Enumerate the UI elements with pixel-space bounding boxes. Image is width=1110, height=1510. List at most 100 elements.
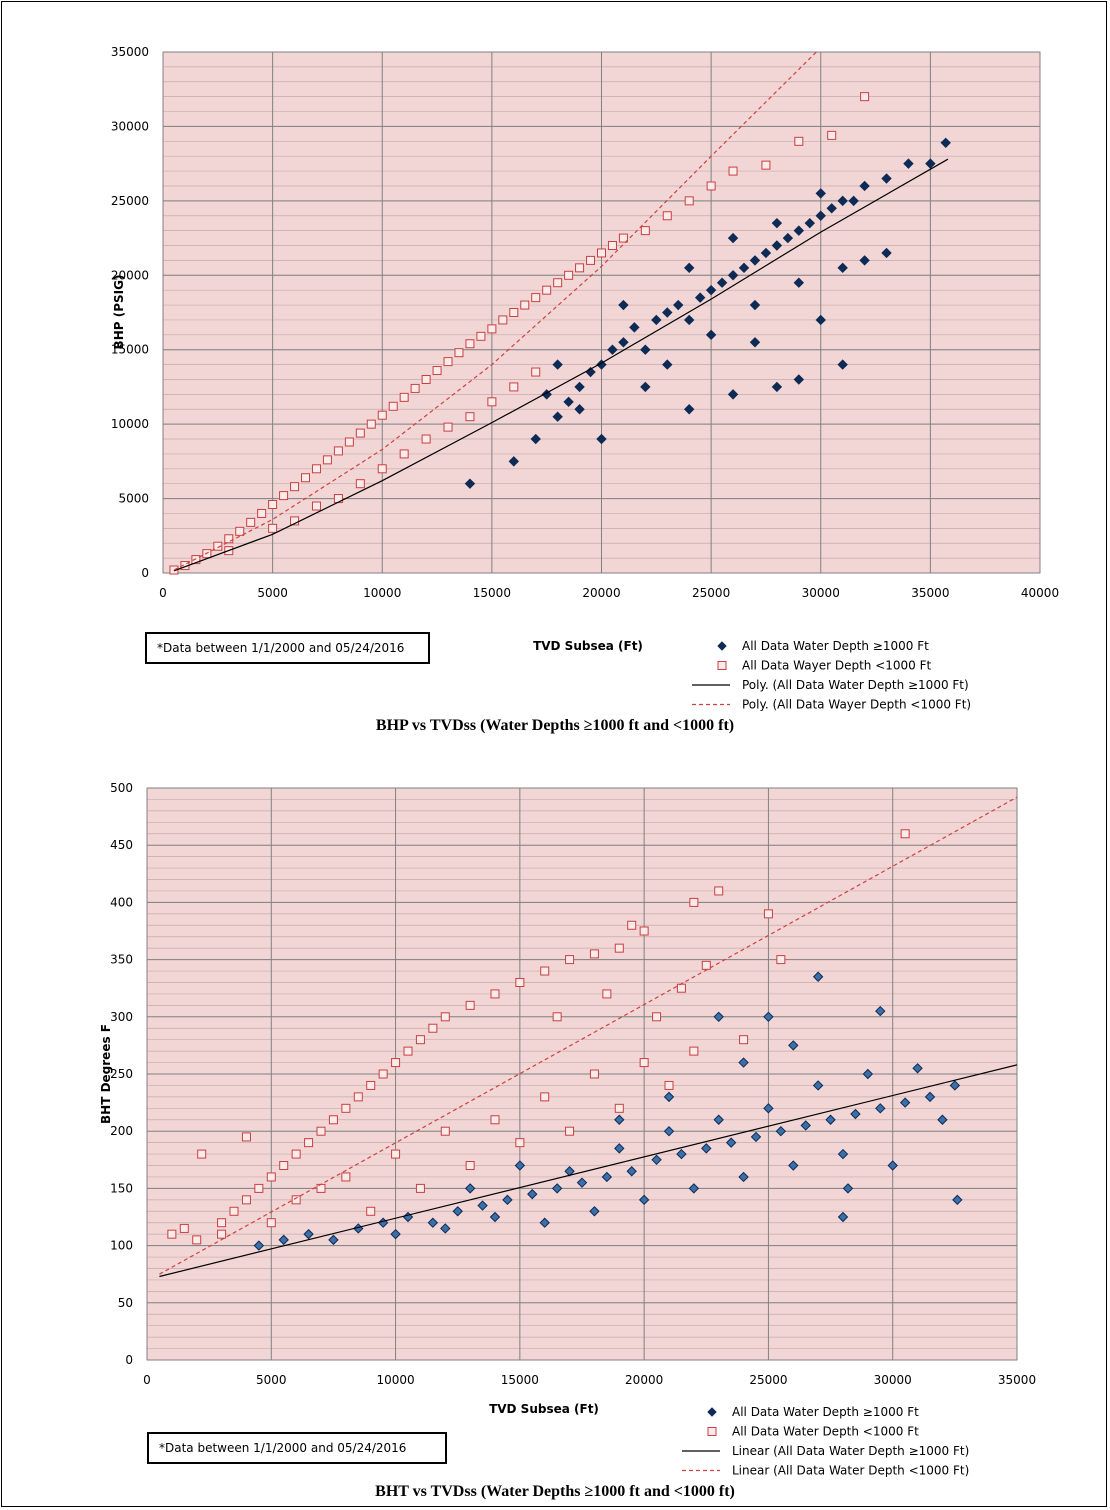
data-point-shallow-bhp (432, 366, 442, 376)
data-point-deep-bhp (618, 299, 629, 311)
data-point-deep-bhp (727, 389, 739, 400)
data-point-shallow-bhp (268, 500, 278, 510)
data-point-deep-bht (788, 1040, 799, 1051)
y-tick-label-bht: 500 (110, 781, 133, 795)
data-point-shallow-bht (565, 955, 575, 965)
data-point-shallow-bht (689, 897, 699, 907)
data-point-shallow-bht (279, 1161, 289, 1171)
data-point-deep-bhp (793, 374, 805, 385)
data-point-shallow-bhp (311, 501, 321, 511)
data-point-deep-bht (750, 1131, 762, 1143)
data-point-deep-bhp (618, 337, 629, 348)
data-point-deep-bht (614, 1114, 625, 1125)
legend-label-bht: Linear (All Data Water Depth <1000 Ft) (732, 1464, 969, 1478)
data-point-deep-bht (489, 1211, 501, 1223)
data-point-shallow-bhp (235, 526, 245, 536)
data-point-deep-bhp (940, 137, 951, 149)
chart-title-bhp: BHP vs TVDss (Water Depths ≥1000 ft and … (375, 717, 735, 734)
data-point-deep-bhp (683, 314, 695, 326)
data-point-deep-bhp (771, 381, 783, 393)
data-point-shallow-bht (614, 1103, 624, 1113)
data-point-shallow-bhp (618, 233, 628, 243)
trendline-deep-bht (159, 1064, 1018, 1278)
data-point-shallow-bhp (290, 516, 300, 526)
data-point-deep-bht (502, 1194, 513, 1206)
data-point-shallow-bhp (487, 397, 497, 407)
data-point-shallow-bht (540, 1092, 550, 1102)
data-point-deep-bht (899, 1097, 911, 1108)
data-point-shallow-bht (179, 1223, 189, 1233)
data-point-shallow-bhp (586, 255, 596, 265)
data-point-deep-bht (701, 1143, 712, 1154)
data-point-shallow-bht (614, 943, 624, 953)
legend-label-bht: Linear (All Data Water Depth ≥1000 Ft) (732, 1444, 969, 1458)
data-point-deep-bhp (727, 270, 739, 281)
data-point-deep-bht (949, 1080, 961, 1091)
data-point-deep-bhp (683, 262, 695, 274)
data-point-shallow-bhp (564, 270, 574, 280)
data-point-deep-bht (738, 1057, 749, 1068)
data-point-deep-bht (788, 1160, 799, 1171)
y-tick-label-bhp: 35000 (111, 45, 149, 59)
data-point-deep-bhp (848, 195, 859, 207)
data-point-deep-bhp (881, 173, 892, 184)
data-point-deep-bht (576, 1177, 588, 1188)
data-point-deep-bht (825, 1114, 836, 1125)
data-point-deep-bhp (574, 404, 585, 415)
trendline-shallow-bhp (173, 51, 817, 571)
data-point-shallow-bht (589, 1069, 599, 1079)
data-point-shallow-bht (490, 989, 500, 999)
data-point-shallow-bht (266, 1218, 276, 1228)
data-point-shallow-bhp (333, 446, 343, 456)
data-point-shallow-bht (602, 989, 612, 999)
data-point-deep-bhp (837, 195, 848, 207)
data-point-deep-bht (390, 1228, 401, 1240)
x-tick-label-bhp: 5000 (257, 586, 288, 600)
data-point-shallow-bht (266, 1172, 276, 1182)
data-point-shallow-bhp (761, 160, 771, 170)
data-point-shallow-bht (197, 1149, 207, 1159)
trendline-shallow-bht (159, 796, 1018, 1275)
x-tick-label-bht: 25000 (749, 1373, 787, 1387)
data-point-shallow-bht (167, 1229, 177, 1239)
data-point-shallow-bhp (399, 392, 409, 402)
data-point-shallow-bhp (377, 464, 387, 474)
y-tick-label-bhp: 5000 (118, 492, 149, 506)
legend-swatch-shallow-bht (707, 1427, 717, 1436)
y-tick-label-bht: 350 (110, 953, 133, 967)
y-tick-label-bht: 50 (118, 1296, 133, 1310)
y-tick-label-bht: 150 (110, 1181, 133, 1195)
data-point-shallow-bht (366, 1080, 376, 1090)
legend-label-bht: All Data Water Depth ≥1000 Ft (732, 1405, 919, 1419)
data-point-deep-bht (663, 1125, 675, 1137)
data-point-shallow-bhp (311, 464, 321, 474)
data-point-deep-bhp (903, 158, 914, 169)
legend-swatch-deep-bhp (717, 641, 727, 651)
data-point-shallow-bhp (399, 449, 409, 459)
data-point-deep-bhp (815, 188, 826, 199)
data-point-shallow-bht (552, 1012, 562, 1022)
y-tick-label-bhp: 0 (141, 566, 149, 580)
x-axis-title-bht: TVD Subsea (Ft) (489, 1402, 599, 1416)
data-point-shallow-bht (391, 1058, 401, 1068)
data-point-deep-bht (440, 1223, 451, 1234)
data-point-deep-bhp (859, 255, 870, 266)
data-point-deep-bhp (815, 210, 826, 221)
data-point-deep-bht (812, 1080, 824, 1091)
data-point-deep-bhp (651, 314, 662, 326)
data-point-deep-bhp (662, 359, 673, 370)
data-point-deep-bhp (925, 158, 936, 169)
data-point-shallow-bhp (465, 339, 475, 349)
x-tick-label-bhp: 20000 (582, 586, 620, 600)
data-point-deep-bhp (881, 247, 892, 259)
data-point-shallow-bht (403, 1046, 413, 1056)
data-point-deep-bhp (837, 262, 848, 274)
data-point-deep-bhp (530, 433, 541, 445)
data-point-deep-bht (952, 1194, 963, 1206)
y-tick-label-bhp: 25000 (111, 194, 149, 208)
data-point-deep-bhp (563, 396, 574, 408)
data-point-shallow-bhp (268, 523, 278, 533)
data-point-shallow-bhp (827, 130, 837, 140)
data-point-shallow-bhp (355, 428, 365, 438)
y-tick-label-bht: 400 (110, 895, 133, 909)
